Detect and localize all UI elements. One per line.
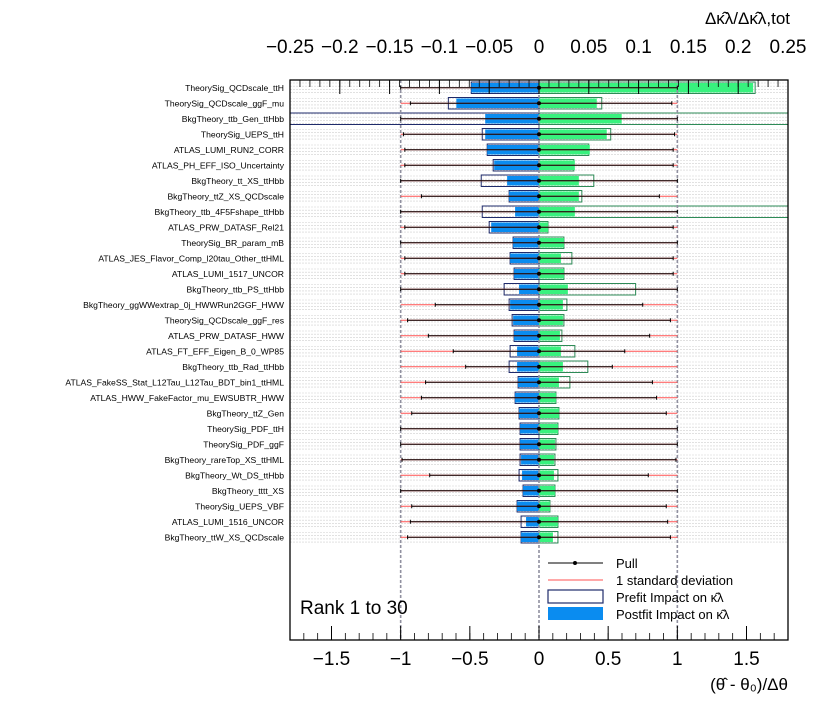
x2-tick-label: −0.25 — [266, 37, 314, 58]
x2-tick-label: 0.25 — [770, 37, 807, 58]
pull-marker — [537, 287, 541, 292]
parameter-label: TheorySig_QCDscale_ggF_mu — [165, 98, 285, 108]
x2-tick-label: 0.1 — [625, 37, 651, 58]
parameter-label: TheorySig_BR_param_mB — [181, 238, 284, 248]
legend-label-sigma: 1 standard deviation — [616, 573, 733, 588]
parameter-label: BkgTheory_ttb_4F5Fshape_ttHbb — [155, 207, 285, 217]
pull-marker — [537, 426, 541, 431]
pull-marker — [537, 535, 541, 540]
top-axis-title: Δκ̂λ/Δκ̂λ,tot — [705, 9, 790, 28]
pull-marker — [537, 395, 541, 400]
parameter-label: BkgTheory_ggWWextrap_0j_HWWRun2GGF_HWW — [83, 300, 285, 310]
pull-layer — [400, 85, 678, 540]
pull-marker — [537, 488, 541, 493]
pull-marker — [537, 318, 541, 323]
parameter-label: ATLAS_LUMI_1516_UNCOR — [172, 517, 284, 527]
pull-marker — [537, 333, 541, 338]
parameter-label: BkgTheory_ttb_Gen_ttHbb — [182, 114, 284, 124]
parameter-label: ATLAS_PRW_DATASF_Rel21 — [168, 222, 284, 232]
parameter-label: TheorySig_UEPS_VBF — [195, 501, 284, 511]
legend-pull-marker — [573, 561, 577, 565]
x-tick-label: 1 — [672, 649, 683, 670]
parameter-label: ATLAS_JES_Flavor_Comp_l20tau_Other_ttHML — [98, 253, 284, 263]
x-tick-label: −1 — [390, 649, 412, 670]
parameter-label: ATLAS_FakeSS_Stat_L12Tau_L12Tau_BDT_bin1… — [65, 377, 284, 387]
bottom-axis-title: (θ̂ - θ₀)/Δθ — [710, 675, 788, 694]
legend-postfit-swatch — [548, 607, 603, 620]
parameter-labels: TheorySig_QCDscale_ttH TheorySig_QCDscale… — [65, 83, 285, 543]
pull-marker — [537, 504, 541, 509]
pull-marker — [537, 163, 541, 168]
parameter-label: ATLAS_LUMI_RUN2_CORR — [174, 145, 284, 155]
pull-marker — [537, 473, 541, 478]
parameter-label: ATLAS_LUMI_1517_UNCOR — [172, 269, 284, 279]
parameter-label: ATLAS_HWW_FakeFactor_mu_EWSUBTR_HWW — [90, 393, 285, 403]
pull-marker — [537, 147, 541, 152]
pull-marker — [537, 364, 541, 369]
legend-label-prefit: Prefit Impact on κ̂λ — [616, 590, 724, 605]
pull-marker — [537, 302, 541, 307]
x-tick-label: 1.5 — [733, 649, 759, 670]
x2-tick-label: 0.2 — [725, 37, 751, 58]
pull-marker — [537, 271, 541, 276]
parameter-label: BkgTheory_ttb_PS_ttHbb — [187, 284, 285, 294]
axis-ticks: −1.5 −1 −0.5 0 0.5 1 1.5 −0.25 −0.2 −0.15 −0.1 −0.0… — [266, 37, 807, 670]
parameter-label: TheorySig_UEPS_ttH — [201, 129, 284, 139]
pull-marker — [537, 240, 541, 245]
pull-marker — [537, 194, 541, 199]
parameter-label: BkgTheory_ttb_Rad_ttHbb — [182, 362, 284, 372]
pull-marker — [537, 411, 541, 416]
parameter-label: ATLAS_PH_EFF_ISO_Uncertainty — [152, 160, 285, 170]
parameter-label: BkgTheory_ttW_XS_QCDscale — [165, 532, 285, 542]
legend: Pull 1 standard deviation Prefit Impact on… — [547, 556, 733, 622]
pull-marker — [537, 209, 541, 214]
legend-label-pull: Pull — [616, 556, 638, 571]
x2-tick-label: −0.15 — [366, 37, 414, 58]
pull-marker — [537, 225, 541, 230]
parameter-label: ATLAS_PRW_DATASF_HWW — [168, 331, 285, 341]
pull-marker — [537, 349, 541, 354]
parameter-label: TheorySig_PDF_ttH — [207, 424, 284, 434]
pull-marker — [537, 519, 541, 524]
reference-lines — [399, 80, 679, 640]
parameter-label: BkgTheory_ttZ_XS_QCDscale — [167, 191, 284, 201]
pull-marker — [537, 442, 541, 447]
parameter-label: TheorySig_PDF_ggF — [203, 439, 284, 449]
x2-tick-label: 0 — [534, 37, 545, 58]
pull-marker — [537, 178, 541, 183]
x-tick-label: 0.5 — [595, 649, 621, 670]
x2-tick-label: −0.1 — [421, 37, 459, 58]
x2-tick-label: −0.2 — [321, 37, 359, 58]
x-tick-label: −1.5 — [313, 649, 351, 670]
parameter-label: BkgTheory_tt_XS_ttHbb — [191, 176, 284, 186]
pull-marker — [537, 457, 541, 462]
x2-tick-label: 0.15 — [670, 37, 707, 58]
x2-tick-label: 0.05 — [570, 37, 607, 58]
parameter-label: BkgTheory_Wt_DS_ttHbb — [185, 470, 284, 480]
legend-prefit-swatch — [547, 589, 604, 604]
parameter-label: BkgTheory_ttZ_Gen — [207, 408, 285, 418]
parameter-label: ATLAS_FT_EFF_Eigen_B_0_WP85 — [146, 346, 284, 356]
pull-marker — [537, 132, 541, 137]
x-tick-label: 0 — [534, 649, 545, 670]
legend-label-postfit: Postfit Impact on κ̂λ — [616, 607, 730, 622]
pull-marker — [537, 380, 541, 385]
x2-tick-label: −0.05 — [465, 37, 513, 58]
x-tick-label: −0.5 — [451, 649, 489, 670]
parameter-label: TheorySig_QCDscale_ggF_res — [165, 315, 284, 325]
pull-marker — [537, 256, 541, 261]
rank-label: Rank 1 to 30 — [300, 598, 408, 619]
parameter-label: BkgTheory_tttt_XS — [212, 486, 284, 496]
parameter-label: TheorySig_QCDscale_ttH — [185, 83, 284, 93]
pull-marker — [537, 116, 541, 121]
pull-marker — [537, 101, 541, 106]
parameter-label: BkgTheory_rareTop_XS_ttHML — [165, 455, 285, 465]
